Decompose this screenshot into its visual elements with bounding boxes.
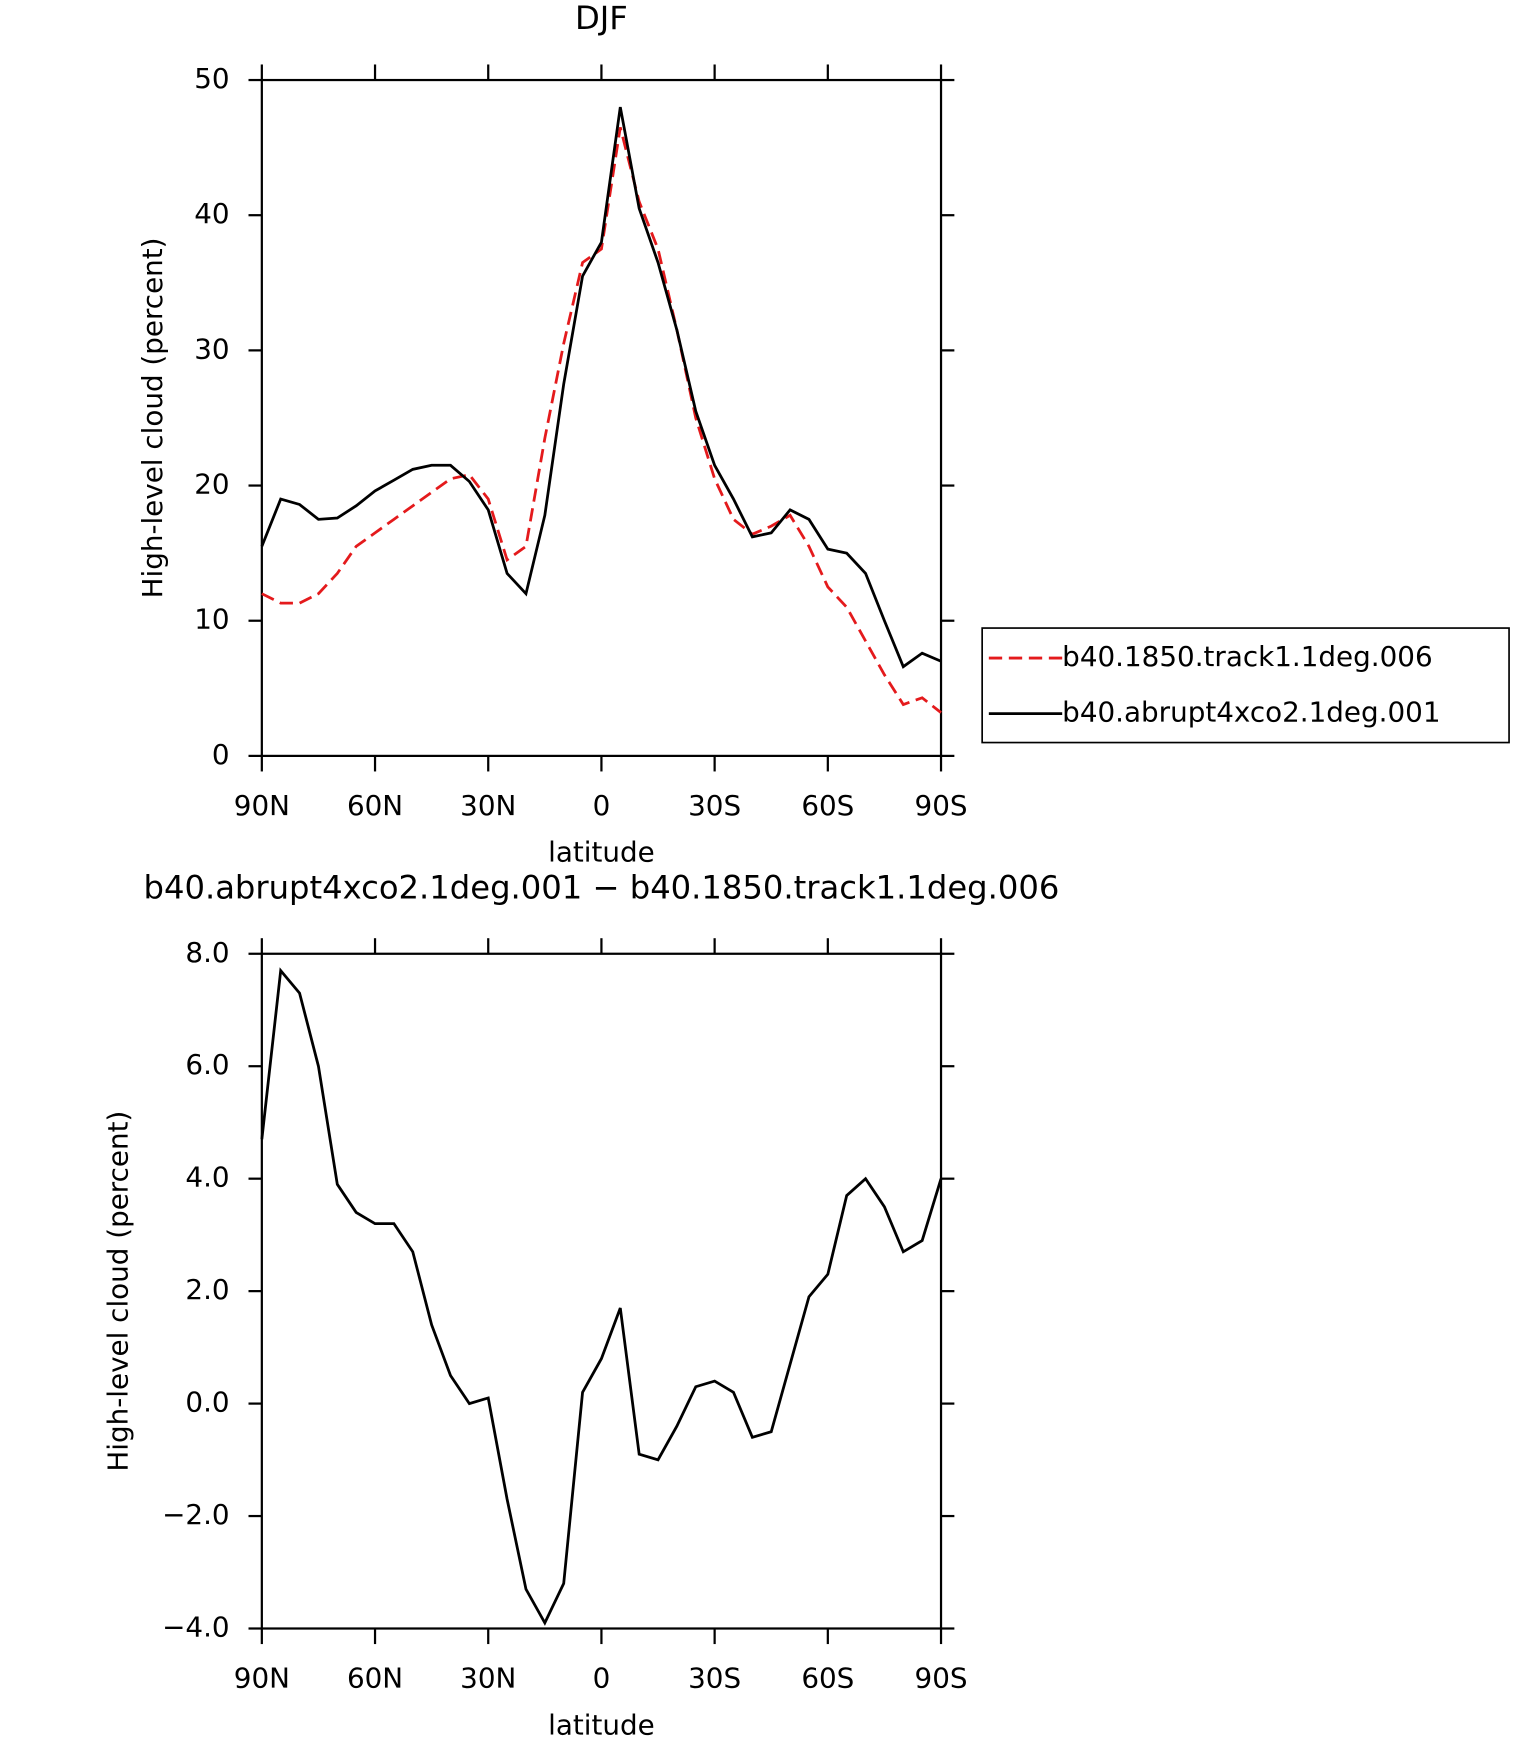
data-line xyxy=(261,127,942,714)
x-tick-label: 60S xyxy=(801,1662,854,1695)
y-tick-label: 40 xyxy=(194,197,229,230)
y-tick-label: 0.0 xyxy=(185,1386,229,1419)
y-tick-label: 8.0 xyxy=(185,936,229,969)
plot-frame xyxy=(260,952,943,1630)
legend-label: b40.1850.track1.1deg.006 xyxy=(1062,640,1432,673)
y-tick-label: 30 xyxy=(194,332,229,365)
y-tick-label: −2.0 xyxy=(162,1498,229,1531)
data-line xyxy=(260,106,942,669)
x-tick-label: 30N xyxy=(460,1662,516,1695)
y-axis-label: High-level cloud (percent) xyxy=(136,238,169,599)
x-tick-label: 90S xyxy=(915,1662,968,1695)
x-tick-label: 90S xyxy=(915,789,968,822)
chart-title: DJF xyxy=(575,0,628,37)
y-tick-label: 0 xyxy=(212,738,230,771)
legend-box xyxy=(981,627,1510,744)
x-tick-label: 60N xyxy=(347,789,403,822)
x-tick-label: 30S xyxy=(688,1662,741,1695)
x-axis-label: latitude xyxy=(548,836,655,869)
y-tick-label: 50 xyxy=(194,62,229,95)
x-tick-label: 30S xyxy=(688,789,741,822)
y-tick-label: 20 xyxy=(194,468,229,501)
data-line xyxy=(260,967,943,1626)
x-tick-label: 30N xyxy=(460,789,516,822)
x-tick-label: 60N xyxy=(347,1662,403,1695)
x-tick-label: 0 xyxy=(593,789,611,822)
x-tick-label: 0 xyxy=(593,1662,611,1695)
x-tick-label: 90N xyxy=(234,1662,290,1695)
y-tick-label: 6.0 xyxy=(185,1048,229,1081)
x-tick-label: 60S xyxy=(801,789,854,822)
plot-frame xyxy=(260,78,943,758)
y-tick-label: 4.0 xyxy=(185,1161,229,1194)
y-tick-label: 10 xyxy=(194,603,229,636)
y-axis-label: High-level cloud (percent) xyxy=(102,1111,135,1472)
x-axis-label: latitude xyxy=(548,1708,655,1741)
y-tick-label: 2.0 xyxy=(185,1273,229,1306)
chart-title: b40.abrupt4xco2.1deg.001 − b40.1850.trac… xyxy=(144,868,1060,906)
y-tick-label: −4.0 xyxy=(162,1611,229,1644)
x-tick-label: 90N xyxy=(234,789,290,822)
legend-label: b40.abrupt4xco2.1deg.001 xyxy=(1062,696,1440,729)
